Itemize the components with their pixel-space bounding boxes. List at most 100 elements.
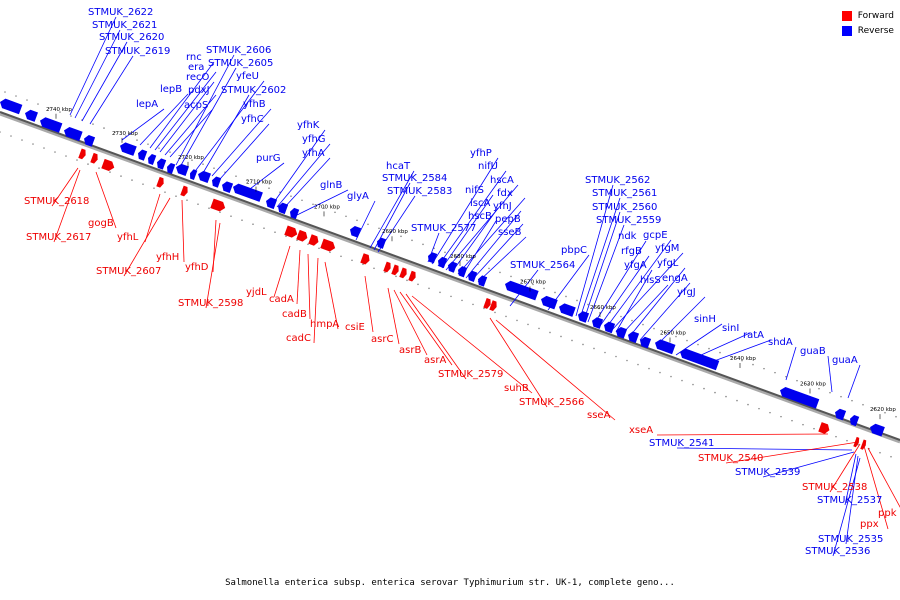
reverse-gene-label[interactable]: STMUK_2560	[592, 202, 657, 213]
reverse-gene-label[interactable]: gcpE	[643, 230, 668, 241]
legend-forward[interactable]: Forward	[841, 8, 894, 23]
reverse-gene-feature[interactable]	[231, 182, 263, 202]
reverse-gene-feature[interactable]	[210, 176, 222, 188]
forward-gene-label[interactable]: gogB	[88, 218, 114, 229]
forward-gene-label[interactable]: STMUK_2540	[698, 453, 763, 464]
forward-gene-feature[interactable]	[399, 267, 408, 279]
reverse-gene-feature[interactable]	[188, 169, 198, 180]
reverse-gene-label[interactable]: pdxJ	[188, 85, 210, 96]
reverse-gene-label[interactable]: yfhJ	[493, 201, 512, 212]
forward-gene-feature[interactable]	[383, 261, 392, 273]
reverse-gene-label[interactable]: yfgL	[657, 258, 679, 269]
forward-gene-feature[interactable]	[296, 229, 309, 243]
reverse-gene-label[interactable]: guaB	[800, 346, 826, 357]
reverse-gene-label[interactable]: hcaT	[386, 161, 411, 172]
legend-reverse[interactable]: Reverse	[841, 23, 894, 38]
forward-gene-label[interactable]: yfhH	[156, 252, 179, 263]
forward-gene-feature[interactable]	[483, 298, 492, 309]
forward-gene-label[interactable]: ppk	[878, 508, 897, 519]
forward-gene-label[interactable]: cadB	[282, 309, 307, 320]
reverse-gene-feature[interactable]	[62, 126, 83, 142]
reverse-gene-feature[interactable]	[576, 310, 590, 323]
reverse-gene-label[interactable]: STMUK_2577	[411, 223, 476, 234]
reverse-gene-label[interactable]: hscB	[468, 211, 492, 222]
reverse-gene-label[interactable]: engA	[662, 273, 688, 284]
reverse-gene-feature[interactable]	[264, 196, 278, 210]
forward-gene-label[interactable]: hmpA	[310, 319, 339, 330]
reverse-gene-feature[interactable]	[348, 225, 362, 238]
forward-gene-feature[interactable]	[853, 436, 860, 448]
forward-gene-feature[interactable]	[818, 422, 831, 435]
forward-gene-label[interactable]: STMUK_2598	[178, 298, 243, 309]
reverse-gene-label[interactable]: ratA	[743, 330, 764, 341]
reverse-gene-feature[interactable]	[0, 97, 23, 115]
reverse-gene-label[interactable]: STMUK_2539	[735, 467, 800, 478]
reverse-gene-label[interactable]: lepA	[136, 99, 158, 110]
forward-gene-feature[interactable]	[308, 234, 320, 246]
forward-gene-label[interactable]: yfhL	[117, 232, 139, 243]
forward-gene-label[interactable]: asrA	[424, 355, 446, 366]
reverse-gene-label[interactable]: nifU	[478, 161, 498, 172]
reverse-gene-label[interactable]: STMUK_2622	[88, 7, 153, 18]
reverse-gene-label[interactable]: pbpC	[561, 245, 587, 256]
reverse-gene-feature[interactable]	[276, 202, 289, 215]
reverse-gene-feature[interactable]	[476, 275, 488, 287]
forward-gene-label[interactable]: STMUK_2579	[438, 369, 503, 380]
reverse-gene-label[interactable]: STMUK_2541	[649, 438, 714, 449]
reverse-gene-label[interactable]: STMUK_2561	[592, 188, 657, 199]
reverse-gene-label[interactable]: hisS	[640, 275, 661, 286]
forward-gene-label[interactable]: ppx	[860, 519, 879, 530]
forward-gene-label[interactable]: asrB	[399, 345, 421, 356]
forward-gene-feature[interactable]	[489, 300, 498, 312]
reverse-gene-feature[interactable]	[503, 279, 539, 301]
forward-gene-feature[interactable]	[156, 176, 165, 188]
forward-gene-label[interactable]: STMUK_2617	[26, 232, 91, 243]
reverse-gene-label[interactable]: STMUK_2621	[92, 20, 157, 31]
forward-gene-feature[interactable]	[284, 225, 299, 240]
reverse-gene-label[interactable]: rnc	[186, 52, 202, 63]
reverse-gene-label[interactable]: STMUK_2606	[206, 45, 271, 56]
reverse-gene-label[interactable]: era	[188, 62, 204, 73]
reverse-gene-feature[interactable]	[678, 347, 720, 371]
forward-gene-label[interactable]: yfhD	[185, 262, 209, 273]
reverse-gene-label[interactable]: yfhK	[297, 120, 320, 131]
reverse-gene-label[interactable]: sinH	[694, 314, 716, 325]
reverse-gene-label[interactable]: yfhC	[241, 114, 264, 125]
forward-gene-feature[interactable]	[408, 270, 417, 282]
forward-gene-feature[interactable]	[78, 148, 87, 160]
reverse-gene-label[interactable]: STMUK_2536	[805, 546, 870, 557]
reverse-gene-feature[interactable]	[82, 134, 96, 147]
reverse-gene-label[interactable]: guaA	[832, 355, 858, 366]
forward-gene-feature[interactable]	[360, 253, 371, 265]
reverse-gene-feature[interactable]	[155, 158, 167, 170]
reverse-gene-feature[interactable]	[778, 386, 820, 409]
reverse-gene-label[interactable]: yfhP	[470, 148, 492, 159]
forward-gene-label[interactable]: suhB	[504, 383, 529, 394]
forward-gene-feature[interactable]	[320, 238, 337, 253]
forward-gene-feature[interactable]	[180, 185, 189, 197]
reverse-gene-label[interactable]: yfhB	[243, 99, 266, 110]
reverse-gene-label[interactable]: lepB	[160, 84, 182, 95]
forward-gene-label[interactable]: cadA	[269, 294, 294, 305]
reverse-gene-label[interactable]: yfgJ	[677, 287, 696, 298]
reverse-gene-feature[interactable]	[118, 141, 137, 156]
reverse-gene-label[interactable]: STMUK_2537	[817, 495, 882, 506]
reverse-gene-label[interactable]: sinI	[722, 323, 739, 334]
reverse-gene-label[interactable]: yfhG	[302, 134, 326, 145]
reverse-gene-label[interactable]: STMUK_2559	[596, 215, 661, 226]
reverse-gene-label[interactable]: STMUK_2619	[105, 46, 170, 57]
reverse-gene-label[interactable]: glnB	[320, 180, 342, 191]
forward-gene-feature[interactable]	[90, 152, 99, 164]
reverse-gene-label[interactable]: purG	[256, 153, 281, 164]
reverse-gene-feature[interactable]	[833, 408, 847, 421]
reverse-gene-label[interactable]: acpS	[184, 100, 208, 111]
reverse-gene-feature[interactable]	[136, 149, 148, 161]
reverse-gene-label[interactable]: rfgB	[621, 246, 642, 257]
forward-gene-label[interactable]: STMUK_2607	[96, 266, 161, 277]
forward-gene-feature[interactable]	[391, 264, 400, 276]
reverse-gene-feature[interactable]	[466, 270, 478, 282]
reverse-gene-feature[interactable]	[446, 261, 458, 273]
reverse-gene-label[interactable]: yfgA	[624, 260, 647, 271]
reverse-gene-feature[interactable]	[38, 116, 63, 133]
reverse-gene-label[interactable]: shdA	[768, 337, 793, 348]
